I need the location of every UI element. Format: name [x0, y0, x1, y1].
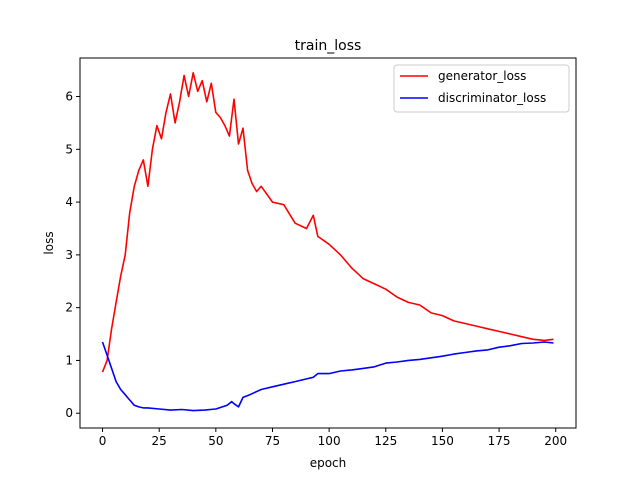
plot-frame [79, 57, 577, 429]
legend-label-discriminator_loss: discriminator_loss [438, 91, 546, 105]
legend-label-generator_loss: generator_loss [438, 69, 526, 83]
y-tick-label: 4 [65, 195, 73, 209]
series-line-generator_loss [101, 72, 554, 373]
x-tick-label: 175 [488, 434, 511, 448]
chart-title: train_loss [295, 38, 362, 54]
series-line-discriminator_loss [101, 341, 554, 412]
y-tick-label: 0 [65, 406, 73, 420]
x-tick-label: 100 [318, 434, 341, 448]
legend: generator_loss discriminator_loss [393, 64, 570, 113]
x-tick-label: 50 [208, 434, 223, 448]
y-axis-label: loss [42, 231, 56, 254]
y-tick-label: 3 [65, 248, 73, 262]
plot-marks [101, 72, 554, 412]
x-tick-label: 75 [265, 434, 280, 448]
y-tick-label: 5 [65, 142, 73, 156]
y-tick-label: 1 [65, 353, 73, 367]
legend-box [393, 64, 570, 113]
y-axis-ticks: 0 1 2 3 4 5 6 [65, 90, 80, 420]
x-axis-ticks: 0 25 50 75 100 125 150 175 200 [99, 428, 567, 448]
y-tick-label: 2 [65, 301, 73, 315]
y-tick-label: 6 [65, 90, 73, 104]
x-axis-label: epoch [310, 456, 347, 470]
x-tick-label: 125 [374, 434, 397, 448]
x-tick-label: 150 [431, 434, 454, 448]
x-tick-label: 200 [544, 434, 567, 448]
x-tick-label: 0 [99, 434, 107, 448]
x-tick-label: 25 [152, 434, 167, 448]
